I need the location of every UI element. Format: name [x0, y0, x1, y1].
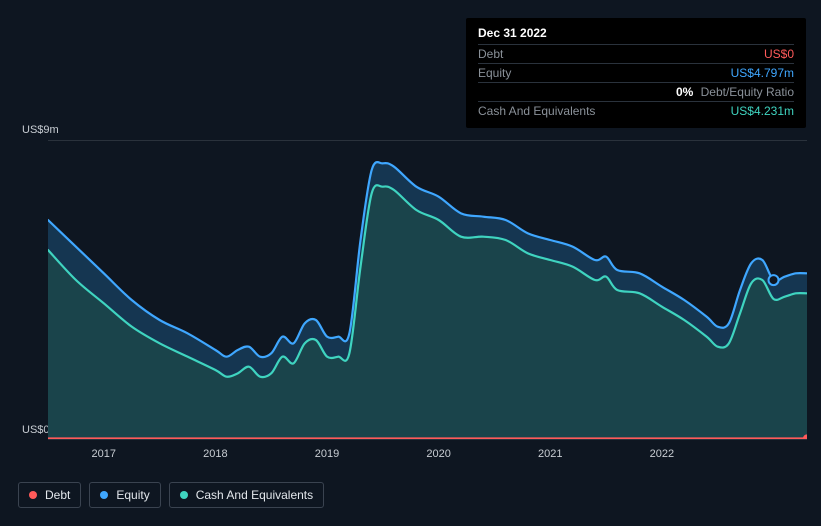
- tooltip-ratio: 0% Debt/Equity Ratio: [676, 85, 794, 99]
- legend-swatch-icon: [100, 491, 108, 499]
- x-tick: 2019: [315, 448, 339, 460]
- chart-svg: [48, 140, 807, 440]
- legend-swatch-icon: [29, 491, 37, 499]
- legend-item-debt[interactable]: Debt: [18, 482, 81, 508]
- legend-label: Cash And Equivalents: [196, 488, 313, 502]
- x-axis: 2017 2018 2019 2020 2021 2022: [48, 448, 807, 464]
- tooltip-row-value: US$4.797m: [731, 66, 794, 80]
- tooltip-row: Cash And Equivalents US$4.231m: [478, 101, 794, 120]
- tooltip-row-label: Cash And Equivalents: [478, 104, 595, 118]
- tooltip-row: 0% Debt/Equity Ratio: [478, 82, 794, 101]
- tooltip-date: Dec 31 2022: [478, 26, 794, 40]
- x-tick: 2017: [92, 448, 116, 460]
- tooltip-row: Equity US$4.797m: [478, 63, 794, 82]
- tooltip-row-value: US$4.231m: [731, 104, 794, 118]
- legend: Debt Equity Cash And Equivalents: [18, 482, 324, 508]
- legend-item-cash-and-equivalents[interactable]: Cash And Equivalents: [169, 482, 324, 508]
- y-axis-label-bottom: US$0: [22, 424, 50, 436]
- y-axis-label-top: US$9m: [22, 124, 59, 136]
- legend-label: Equity: [116, 488, 149, 502]
- x-tick: 2020: [426, 448, 450, 460]
- x-tick: 2022: [650, 448, 674, 460]
- tooltip-row-label: Debt: [478, 47, 503, 61]
- tooltip-row-value: US$0: [764, 47, 794, 61]
- ratio-value: 0%: [676, 85, 693, 99]
- chart-root: Dec 31 2022 Debt US$0 Equity US$4.797m 0% De…: [0, 0, 821, 526]
- legend-swatch-icon: [180, 491, 188, 499]
- tooltip-row: Debt US$0: [478, 44, 794, 63]
- ratio-label: Debt/Equity Ratio: [697, 85, 794, 99]
- legend-item-equity[interactable]: Equity: [89, 482, 160, 508]
- tooltip-row-label: Equity: [478, 66, 511, 80]
- tooltip-panel: Dec 31 2022 Debt US$0 Equity US$4.797m 0% De…: [466, 18, 806, 128]
- x-tick: 2018: [203, 448, 227, 460]
- highlight-marker: [769, 275, 779, 285]
- x-tick: 2021: [538, 448, 562, 460]
- chart-plot[interactable]: [48, 140, 807, 440]
- legend-label: Debt: [45, 488, 70, 502]
